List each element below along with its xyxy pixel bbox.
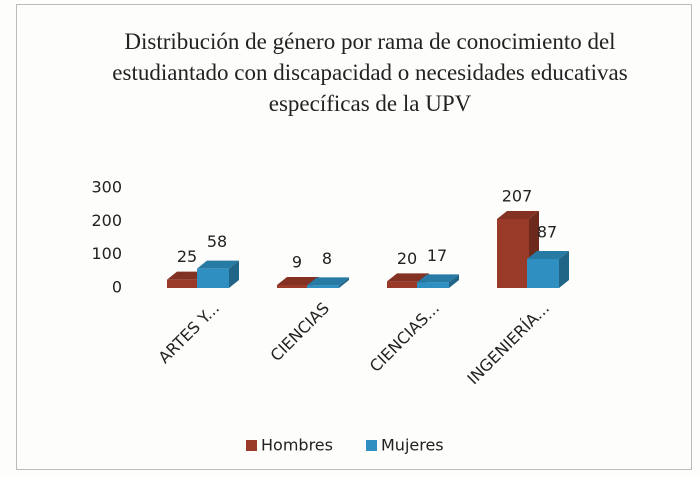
legend-swatch [366, 440, 377, 451]
data-label: 87 [537, 223, 557, 242]
bar-top [527, 251, 569, 259]
bar [307, 285, 339, 288]
bar-top [197, 260, 239, 269]
y-tick-label: 200 [91, 211, 122, 230]
bar [167, 279, 199, 288]
legend-label: Hombres [261, 436, 333, 455]
bar-side [449, 274, 459, 288]
data-label: 25 [177, 247, 197, 266]
data-label: 17 [427, 246, 447, 265]
data-label: 8 [322, 249, 332, 268]
bar-top [277, 277, 319, 285]
bar-top [497, 211, 539, 219]
bar [387, 281, 419, 288]
bar [497, 219, 529, 288]
bar-side [339, 277, 349, 288]
data-label: 58 [207, 232, 227, 251]
bar [527, 259, 559, 288]
y-tick-label: 0 [112, 278, 122, 297]
y-tick-label: 100 [91, 244, 122, 263]
y-tick-label: 300 [91, 178, 122, 197]
bar-side [229, 260, 239, 288]
x-tick-label: CIENCIAS... [366, 299, 443, 376]
x-tick-label: CIENCIAS [267, 299, 333, 365]
legend-swatch [246, 440, 257, 451]
data-label: 207 [502, 187, 533, 206]
bar [277, 285, 309, 288]
data-label: 20 [397, 249, 417, 268]
x-tick-label: INGENIERÍA... [463, 299, 553, 389]
legend-label: Mujeres [381, 436, 444, 455]
bar-top [387, 273, 429, 282]
bar [417, 282, 449, 288]
chart-title: Distribución de género por rama de conoc… [112, 29, 628, 116]
bar-side [559, 251, 569, 288]
x-tick-label: ARTES Y... [155, 299, 223, 367]
chart-frame [16, 4, 692, 470]
bar-top [307, 277, 349, 286]
bar [197, 268, 229, 288]
bar-top [417, 274, 459, 283]
data-label: 9 [292, 253, 302, 272]
